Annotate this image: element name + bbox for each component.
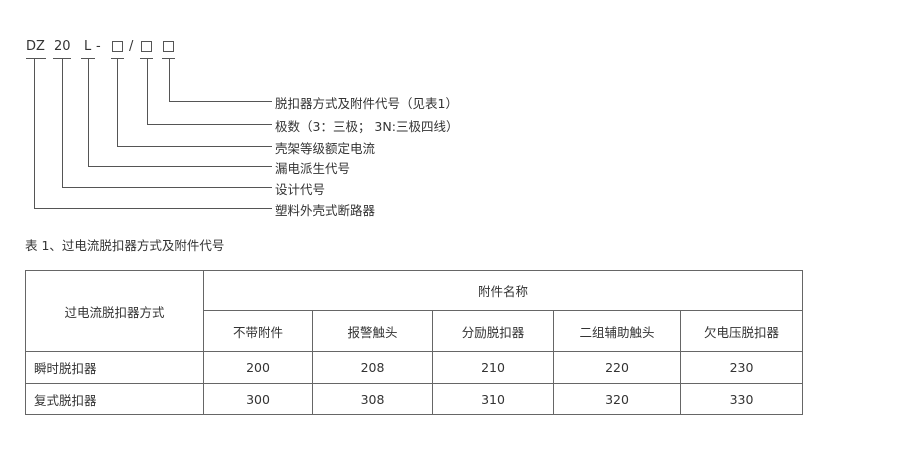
row-header: 过电流脱扣器方式 [25, 270, 204, 352]
column-header: 分励脱扣器 [432, 310, 554, 352]
placeholder-box-poles [141, 41, 152, 52]
diagram-lines [26, 58, 272, 209]
column-header: 不带附件 [203, 310, 313, 352]
code-prefix: DZ [26, 39, 45, 54]
code-leak: L [84, 39, 92, 54]
desc-current: 壳架等级额定电流 [275, 141, 376, 156]
table-row: 复式脱扣器 300 308 310 320 330 [25, 383, 803, 415]
table-caption: 表 1、过电流脱扣器方式及附件代号 [25, 238, 225, 253]
column-header: 二组辅助触头 [553, 310, 681, 352]
cell: 230 [680, 351, 803, 384]
placeholder-box-release [163, 41, 174, 52]
cell: 220 [553, 351, 681, 384]
group-header: 附件名称 [203, 270, 803, 311]
code-dash: - [96, 39, 101, 54]
cell: 208 [312, 351, 433, 384]
code-design: 20 [54, 39, 71, 54]
cell: 308 [312, 383, 433, 415]
row-label: 瞬时脱扣器 [25, 351, 204, 384]
cell: 330 [680, 383, 803, 415]
cell: 210 [432, 351, 554, 384]
column-header: 欠电压脱扣器 [680, 310, 803, 352]
cell: 200 [203, 351, 313, 384]
desc-release: 脱扣器方式及附件代号（见表1） [275, 96, 458, 111]
desc-leak: 漏电派生代号 [275, 161, 351, 176]
cell: 320 [553, 383, 681, 415]
code-slash: / [129, 39, 134, 54]
cell: 300 [203, 383, 313, 415]
release-table: 过电流脱扣器方式 附件名称 不带附件 报警触头 分励脱扣器 二组辅助触头 欠电压… [25, 270, 803, 415]
row-label: 复式脱扣器 [25, 383, 204, 415]
column-header: 报警触头 [312, 310, 433, 352]
cell: 310 [432, 383, 554, 415]
desc-type: 塑料外壳式断路器 [275, 203, 376, 218]
desc-poles: 极数（3：三极； 3N:三极四线） [275, 119, 459, 134]
desc-design: 设计代号 [275, 182, 326, 197]
table-row: 瞬时脱扣器 200 208 210 220 230 [25, 351, 803, 384]
placeholder-box-current [112, 41, 123, 52]
